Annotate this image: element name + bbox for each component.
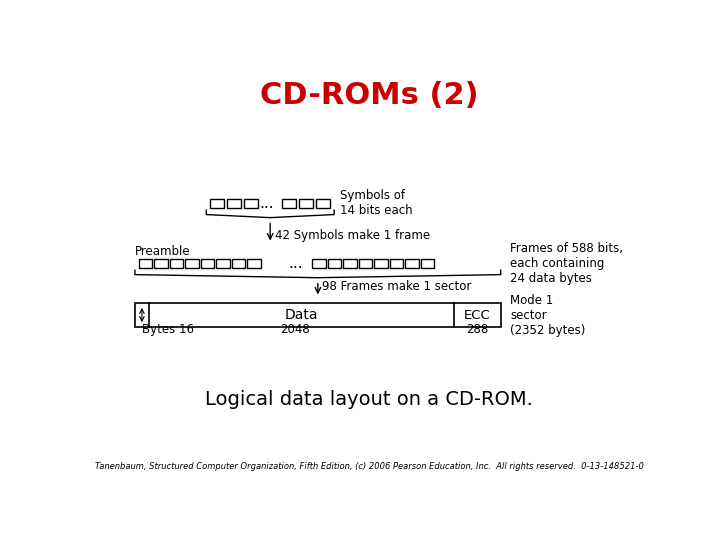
- Bar: [343, 259, 356, 268]
- Bar: [316, 199, 330, 208]
- Bar: [232, 259, 245, 268]
- Bar: [282, 199, 296, 208]
- Text: Mode 1
sector
(2352 bytes): Mode 1 sector (2352 bytes): [510, 294, 585, 336]
- Bar: [154, 259, 168, 268]
- Bar: [390, 259, 403, 268]
- Text: Preamble: Preamble: [135, 245, 191, 259]
- Bar: [300, 199, 313, 208]
- Text: ...: ...: [259, 196, 274, 211]
- Bar: [170, 259, 183, 268]
- Bar: [201, 259, 214, 268]
- Text: ECC: ECC: [464, 308, 491, 321]
- Text: Frames of 588 bits,
each containing
24 data bytes: Frames of 588 bits, each containing 24 d…: [510, 242, 623, 285]
- Text: Data: Data: [285, 308, 318, 322]
- Bar: [135, 303, 500, 327]
- Bar: [216, 259, 230, 268]
- Text: 288: 288: [467, 323, 489, 336]
- Text: 2048: 2048: [281, 323, 310, 336]
- Text: Logical data layout on a CD-ROM.: Logical data layout on a CD-ROM.: [205, 390, 533, 409]
- Text: ...: ...: [288, 256, 302, 271]
- Bar: [328, 259, 341, 268]
- Text: 42 Symbols make 1 frame: 42 Symbols make 1 frame: [275, 230, 430, 242]
- Bar: [359, 259, 372, 268]
- Bar: [312, 259, 325, 268]
- Bar: [185, 259, 199, 268]
- Bar: [228, 199, 241, 208]
- Bar: [248, 259, 261, 268]
- Bar: [421, 259, 434, 268]
- Bar: [210, 199, 224, 208]
- Text: Bytes 16: Bytes 16: [142, 323, 194, 336]
- Bar: [374, 259, 387, 268]
- Text: Tanenbaum, Structured Computer Organization, Fifth Edition, (c) 2006 Pearson Edu: Tanenbaum, Structured Computer Organizat…: [94, 462, 644, 471]
- Text: CD-ROMs (2): CD-ROMs (2): [260, 81, 478, 110]
- Bar: [244, 199, 258, 208]
- Text: 98 Frames make 1 sector: 98 Frames make 1 sector: [322, 280, 471, 293]
- Text: Symbols of
14 bits each: Symbols of 14 bits each: [340, 190, 412, 218]
- Bar: [405, 259, 418, 268]
- Bar: [139, 259, 152, 268]
